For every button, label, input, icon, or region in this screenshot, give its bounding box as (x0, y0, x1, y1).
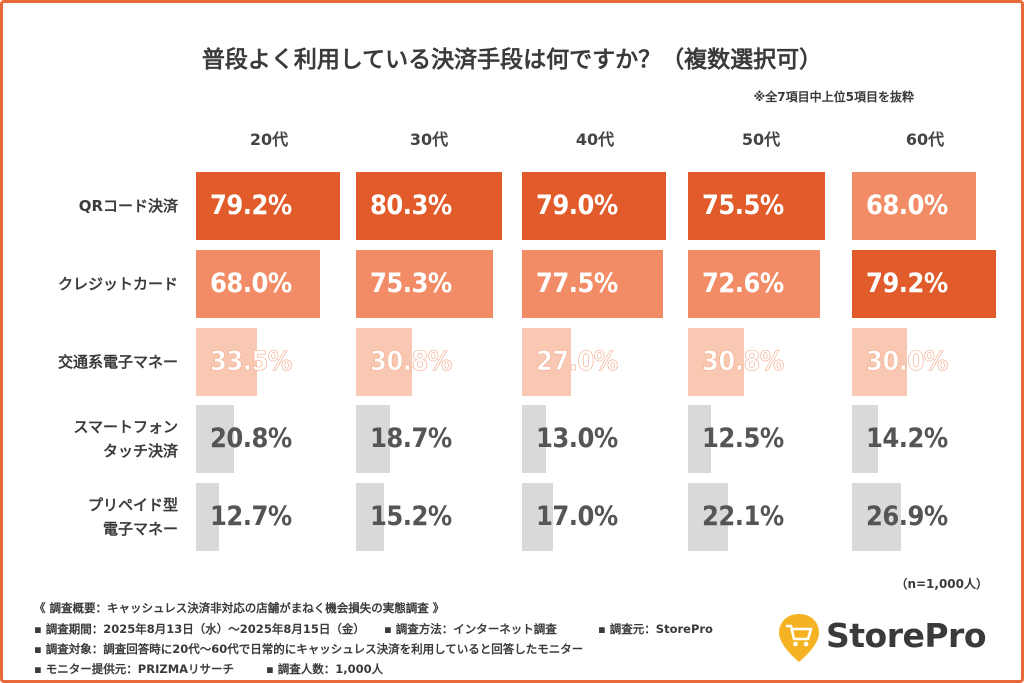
chart-title: 普段よく利用している決済手段は何ですか？（複数選択可） (201, 47, 823, 73)
row-label-0: QRコード決済 (78, 197, 178, 215)
value-label-r3-c0: 20.8% (210, 423, 292, 454)
value-label-r4-c0: 12.7% (210, 501, 292, 532)
bar-r2-c0 (196, 328, 257, 396)
bar-r4-c2 (522, 483, 553, 551)
bar-r1-c2 (522, 250, 663, 318)
bar-r3-c2 (522, 405, 546, 473)
bar-r1-c3 (688, 250, 820, 318)
value-label-r2-c3: 30.8% (702, 346, 785, 378)
value-label-r1-c3: 72.6% (702, 268, 784, 299)
logo-text: StorePro (826, 616, 987, 655)
value-label-r4-c2: 17.0% (536, 501, 618, 532)
survey-summary: 《 調査概要：キャッシュレス決済非対応の店舗がまねく機会損失の実態調査 》 (34, 601, 445, 615)
bar-r3-c4 (852, 405, 878, 473)
chart-note: ※全7項目中上位5項目を抜粋 (753, 90, 914, 104)
bar-r2-c3 (688, 328, 744, 396)
survey-source: ▪ 調査元：StorePro (598, 622, 713, 636)
bar-r2-c2 (522, 328, 571, 396)
bar-r2-c4 (852, 328, 907, 396)
value-label-r1-c4: 79.2% (866, 268, 948, 299)
column-header-2: 40代 (575, 130, 615, 149)
value-label-r3-c3: 12.5% (702, 423, 784, 454)
value-label-r2-c0: 33.5% (210, 346, 293, 378)
shopping-cart-pin-icon (779, 614, 819, 662)
column-header-3: 50代 (741, 130, 781, 149)
survey-count: ▪ 調査人数：1,000人 (266, 662, 384, 676)
bar-r1-c0 (196, 250, 320, 318)
bar-r1-c1 (356, 250, 493, 318)
value-label-r0-c0: 79.2% (210, 190, 292, 221)
row-label-1: クレジットカード (57, 275, 178, 293)
row-label-2: 交通系電子マネー (57, 353, 178, 371)
sample-size: （n=1,000人） (895, 577, 988, 591)
bar-r4-c3 (688, 483, 728, 551)
value-label-r1-c1: 75.3% (370, 268, 452, 299)
value-label-r0-c2: 79.0% (536, 190, 618, 221)
bar-r0-c3 (688, 172, 825, 240)
value-label-r0-c4: 68.0% (866, 190, 948, 221)
value-label-r2-c4: 30.0% (866, 346, 949, 378)
bar-r0-c0 (196, 172, 340, 240)
row-label-4: プリペイド型 電子マネー (87, 496, 178, 538)
value-label-r0-c1: 80.3% (370, 190, 452, 221)
value-label-r3-c4: 14.2% (866, 423, 948, 454)
bar-r0-c1 (356, 172, 502, 240)
survey-period: ▪ 調査期間：2025年8月13日（水）〜2025年8月15日（金） (34, 622, 365, 636)
bar-r2-c1 (356, 328, 412, 396)
value-label-r4-c3: 22.1% (702, 501, 784, 532)
survey-method: ▪ 調査方法：インターネット調査 (384, 622, 557, 636)
value-label-r3-c1: 18.7% (370, 423, 452, 454)
value-label-r4-c4: 26.9% (866, 501, 948, 532)
survey-target: ▪ 調査対象：調査回答時に20代〜60代で日常的にキャッシュレス決済を利用してい… (34, 642, 584, 656)
value-label-r3-c2: 13.0% (536, 423, 618, 454)
value-label-r1-c2: 77.5% (536, 268, 618, 299)
column-header-4: 60代 (905, 130, 945, 149)
monitor-provider: ▪ モニター提供元：PRIZMAリサーチ (34, 662, 235, 676)
bar-r4-c4 (852, 483, 901, 551)
value-label-r2-c1: 30.8% (370, 346, 453, 378)
value-label-r4-c1: 15.2% (370, 501, 452, 532)
value-label-r2-c2: 27.0% (536, 346, 619, 378)
bar-r4-c0 (196, 483, 219, 551)
bar-r3-c0 (196, 405, 234, 473)
value-label-r1-c0: 68.0% (210, 268, 292, 299)
column-header-0: 20代 (249, 130, 289, 149)
value-label-r0-c3: 75.5% (702, 190, 784, 221)
column-header-1: 30代 (409, 130, 449, 149)
bar-r3-c1 (356, 405, 390, 473)
bar-r0-c4 (852, 172, 976, 240)
bar-r1-c4 (852, 250, 996, 318)
storepro-logo: StorePro (776, 612, 1006, 662)
bar-r3-c3 (688, 405, 711, 473)
bar-r0-c2 (522, 172, 666, 240)
bar-r4-c1 (356, 483, 384, 551)
row-label-3: スマートフォン タッチ決済 (73, 418, 178, 460)
